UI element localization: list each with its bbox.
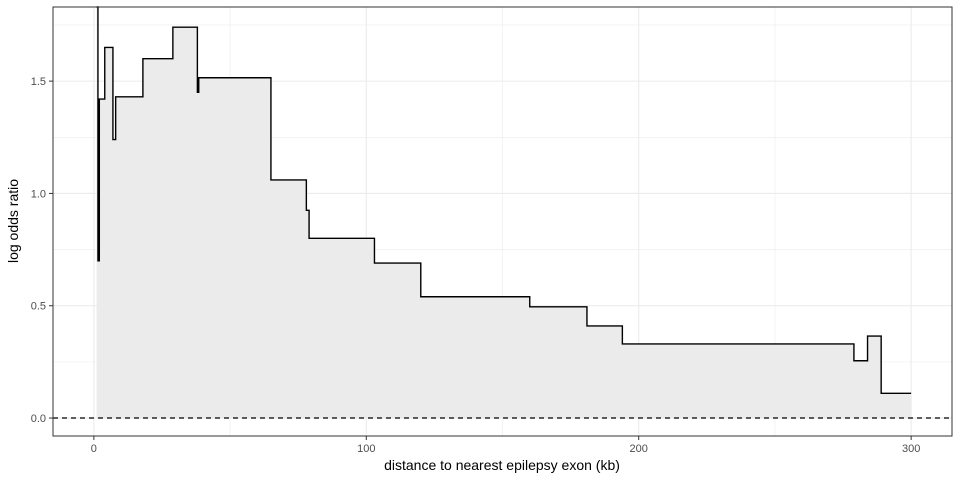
x-axis-title: distance to nearest epilepsy exon (kb) [384, 457, 620, 473]
y-tick-label: 0.5 [31, 301, 46, 313]
plot-border [52, 6, 953, 437]
y-axis: 0.0 0.5 1.0 1.5 [31, 76, 53, 425]
x-tick-label: 100 [357, 443, 375, 455]
y-tick-label: 1.5 [31, 76, 46, 88]
y-tick-label: 0.0 [31, 413, 46, 425]
y-axis-title: log odds ratio [5, 179, 21, 263]
series-line [96, 6, 912, 395]
x-axis: 0 100 200 300 [91, 436, 920, 455]
area-fill [96, 7, 912, 419]
x-tick-label: 200 [630, 443, 648, 455]
x-tick-label: 300 [902, 443, 920, 455]
y-tick-label: 1.0 [31, 188, 46, 200]
x-tick-label: 0 [91, 443, 97, 455]
